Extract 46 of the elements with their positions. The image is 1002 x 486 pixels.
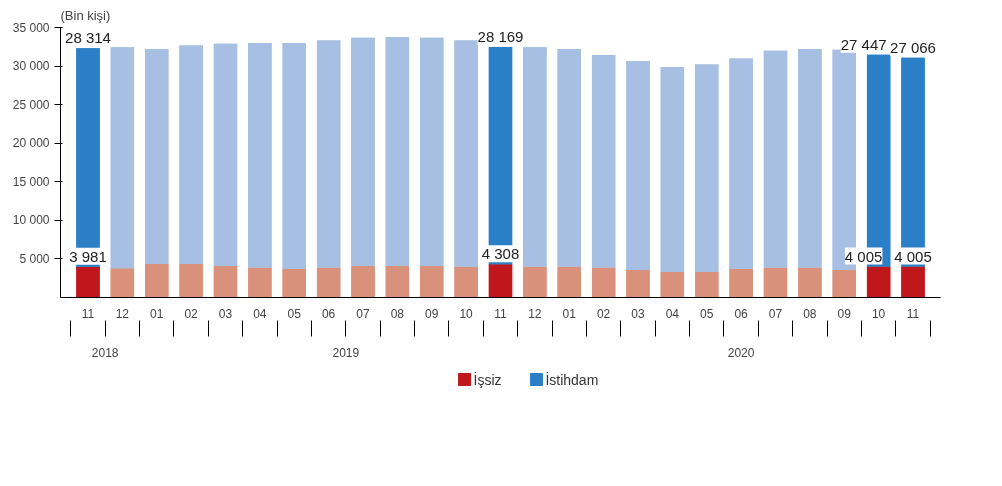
x-tick-label: 11: [81, 306, 95, 321]
y-tick-label: 5 000: [19, 251, 50, 266]
text: 2019: [332, 345, 360, 360]
y-axis-title: (Bin kişi): [60, 7, 111, 23]
x-tick-label: 11: [906, 306, 920, 321]
x-tick-label: 10: [459, 306, 474, 321]
data-label: 4 308: [481, 245, 520, 263]
x-tick-label: 04: [665, 306, 680, 321]
y-tick-label: 35 000: [12, 20, 50, 35]
y-tick-label: 30 000: [12, 59, 50, 74]
legend-label: İşsiz: [473, 370, 502, 388]
x-tick-label: 05: [700, 306, 714, 321]
x-tick-label: 01: [150, 306, 164, 321]
x-tick-label: 09: [425, 306, 439, 321]
data-label: 28 169: [477, 27, 524, 45]
x-tick-label: 02: [596, 306, 611, 321]
x-tick-label: 06: [734, 306, 749, 321]
x-tick-label: 07: [356, 306, 370, 321]
text: 2020: [727, 345, 755, 360]
data-label: 27 066: [890, 38, 936, 56]
data-label: 3 981: [69, 247, 107, 265]
data-label: 28 314: [65, 29, 111, 47]
x-tick-label: 05: [287, 306, 302, 321]
x-tick-label: 02: [184, 306, 199, 321]
y-tick-label: 20 000: [12, 136, 50, 151]
x-tick-label: 08: [803, 306, 817, 321]
x-tick-label: 03: [631, 306, 645, 321]
y-tick-label: 25 000: [12, 97, 50, 112]
x-tick-label: 07: [768, 306, 783, 321]
x-tick-label: 03: [218, 306, 233, 321]
data-label: 4 005: [894, 247, 932, 265]
x-tick-label: 04: [253, 306, 267, 321]
x-tick-label: 12: [528, 306, 542, 321]
legend-label: İstihdam: [545, 370, 599, 388]
x-tick-label: 08: [390, 306, 405, 321]
x-tick-label: 09: [837, 306, 852, 321]
y-tick-label: 15 000: [12, 174, 50, 189]
data-label: 27 447: [840, 35, 887, 53]
text: 2018: [91, 345, 119, 360]
x-tick-label: 11: [494, 306, 508, 321]
data-label: 4 005: [844, 247, 883, 265]
x-tick-label: 10: [871, 306, 886, 321]
x-tick-label: 06: [321, 306, 336, 321]
y-tick-label: 10 000: [12, 213, 50, 228]
x-tick-label: 01: [562, 306, 577, 321]
x-tick-label: 12: [115, 306, 130, 321]
